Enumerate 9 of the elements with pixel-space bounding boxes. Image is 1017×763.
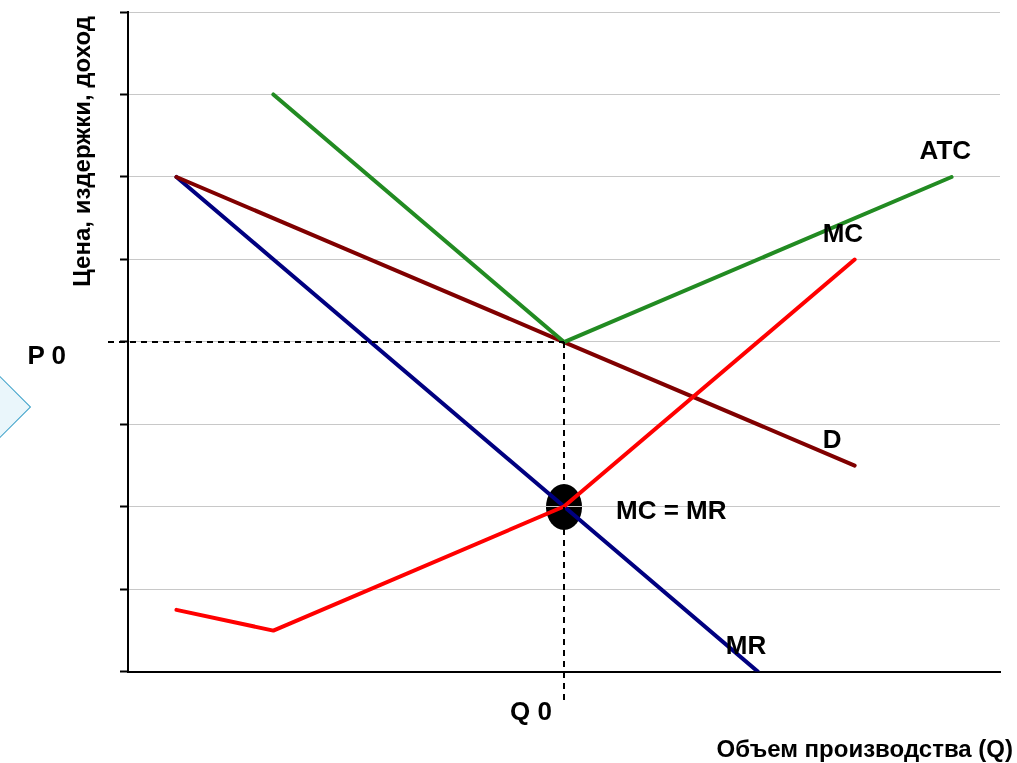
y-axis-title: Цена, издержки, доход — [67, 16, 95, 287]
series-label: ATC — [919, 135, 972, 166]
series-label: D — [822, 423, 842, 454]
ref-line-label: P 0 — [27, 340, 66, 371]
annotation: MC = MR — [616, 494, 727, 525]
series-label: MR — [725, 629, 767, 660]
series-label: MC — [822, 217, 864, 248]
text: Q 0 — [510, 695, 552, 726]
x-axis-title: Объем производства (Q) — [716, 734, 1013, 762]
